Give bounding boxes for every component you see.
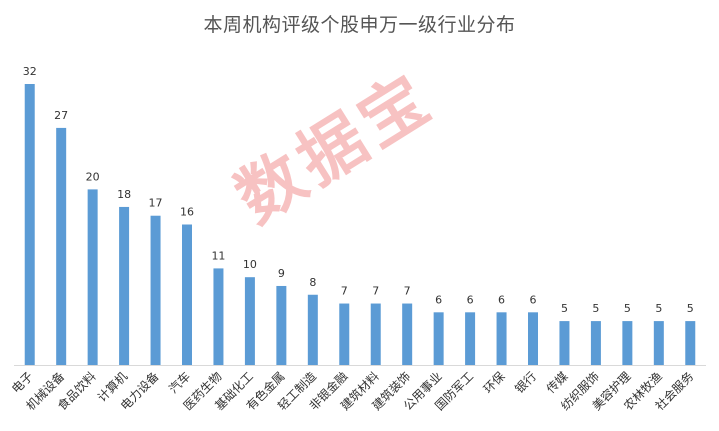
data-label-2: 20 <box>86 170 100 183</box>
category-label-15: 环保 <box>481 369 508 396</box>
data-label-19: 5 <box>624 302 631 315</box>
bar-3 <box>119 206 130 365</box>
category-label-16: 银行 <box>512 369 539 396</box>
bar-14 <box>465 312 476 365</box>
bar-2 <box>87 189 98 366</box>
data-label-18: 5 <box>592 302 599 315</box>
data-label-17: 5 <box>561 302 568 315</box>
bar-9 <box>307 294 318 365</box>
bar-10 <box>339 303 350 365</box>
bar-4 <box>150 215 161 365</box>
data-label-4: 17 <box>149 197 163 210</box>
bar-6 <box>213 268 224 365</box>
chart-title: 本周机构评级个股申万一级行业分布 <box>203 14 516 36</box>
data-label-1: 27 <box>54 109 68 122</box>
data-label-3: 18 <box>117 188 131 201</box>
bar-0 <box>24 84 35 365</box>
bar-11 <box>370 303 381 365</box>
data-label-13: 6 <box>435 293 442 306</box>
data-label-8: 9 <box>278 267 285 280</box>
data-label-10: 7 <box>341 285 348 298</box>
bar-1 <box>56 127 67 365</box>
category-label-5: 汽车 <box>166 369 194 397</box>
data-label-14: 6 <box>467 293 474 306</box>
bar-8 <box>276 285 287 365</box>
bar-17 <box>559 321 570 365</box>
data-label-16: 6 <box>530 293 537 306</box>
category-label-17: 传媒 <box>543 369 571 397</box>
data-label-7: 10 <box>243 258 257 271</box>
bar-12 <box>402 303 413 365</box>
bar-16 <box>528 312 538 365</box>
bar-5 <box>182 224 192 365</box>
bar-7 <box>244 277 255 365</box>
bar-15 <box>496 312 507 365</box>
bar-21 <box>685 321 696 365</box>
data-label-20: 5 <box>655 302 662 315</box>
bar-13 <box>433 312 444 365</box>
data-label-21: 5 <box>687 302 694 315</box>
data-label-15: 6 <box>498 293 505 306</box>
category-label-0: 电子 <box>9 369 36 396</box>
data-label-0: 32 <box>23 65 37 78</box>
bar-20 <box>653 321 664 365</box>
data-label-9: 8 <box>309 276 316 289</box>
data-label-6: 11 <box>211 249 225 262</box>
bar-18 <box>590 321 601 365</box>
data-label-11: 7 <box>372 285 379 298</box>
data-label-12: 7 <box>404 285 411 298</box>
data-label-5: 16 <box>180 206 194 219</box>
bar-19 <box>622 321 633 365</box>
